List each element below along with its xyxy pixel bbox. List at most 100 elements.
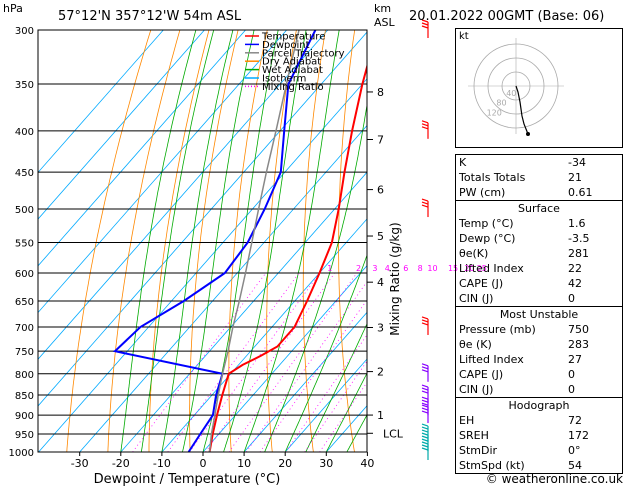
surface-title: Surface (518, 202, 560, 215)
wet-adiabat-line (264, 102, 367, 452)
hodograph-end-point (526, 132, 530, 136)
surface-key: Lifted Index (459, 262, 524, 275)
surface-row: Temp (°C) 1.6 (456, 216, 622, 231)
most-unstable-section: Most Unstable Pressure (mb) 750 θe (K) 283 L… (456, 306, 622, 397)
surface-value: 42 (568, 277, 582, 290)
hodograph-index-key: StmDir (459, 444, 498, 457)
legend-entry: Wet Adiabat (262, 65, 323, 76)
dry-adiabat-line (406, 30, 437, 452)
hodograph-title: Hodograph (508, 399, 570, 412)
hodograph-frame (455, 28, 623, 148)
hodograph-index-key: StmSpd (kt) (459, 459, 525, 472)
datetime-title: 20.01.2022 00GMT (Base: 06) (409, 9, 604, 24)
indices-table: K -34 Totals Totals 21 PW (cm) 0.61 Surface T… (455, 154, 623, 474)
pressure-tick-label: 600 (15, 269, 34, 280)
surface-value: 0 (568, 292, 575, 305)
mixing-ratio-label: 1 (327, 264, 332, 273)
isotherm-line (120, 171, 367, 452)
x-tick-label: 40 (360, 457, 374, 470)
most-unstable-key: CIN (J) (459, 383, 494, 396)
surface-key: Dewp (°C) (459, 232, 516, 245)
surface-value: 1.6 (568, 217, 586, 230)
mixing-ratio-label: 10 (427, 264, 437, 273)
mixing-ratio-label: 15 (448, 264, 458, 273)
most-unstable-value: 0 (568, 368, 575, 381)
most-unstable-key: θe (K) (459, 338, 492, 351)
legend-entry: Mixing Ratio (262, 82, 324, 93)
x-axis-label: Dewpoint / Temperature (°C) (94, 472, 281, 486)
hodograph-index-key: EH (459, 414, 475, 427)
x-tick-label: 30 (319, 457, 333, 470)
km-tick-label: 5 (377, 230, 384, 243)
km-tick-label: LCL (383, 427, 404, 440)
most-unstable-value: 0 (568, 383, 575, 396)
km-tick-label: 3 (377, 321, 384, 334)
hodograph-index-value: 172 (568, 429, 589, 442)
pressure-tick-label: 450 (15, 168, 34, 179)
dry-adiabat-line (66, 30, 152, 452)
pressure-tick-label: 500 (15, 205, 34, 216)
surface-key: Temp (°C) (459, 217, 514, 230)
pressure-tick-label: 950 (15, 430, 34, 441)
isotherm-line (38, 30, 287, 314)
isotherm-line (38, 30, 246, 267)
index-value: -34 (568, 156, 586, 169)
wind-barb (421, 363, 429, 382)
isotherm-line (284, 358, 367, 452)
surface-key: θe(K) (459, 247, 489, 260)
most-unstable-value: 750 (568, 323, 589, 336)
surface-row: θe(K) 281 (456, 246, 622, 261)
isotherm-line (202, 265, 367, 452)
isotherm-line (38, 30, 164, 174)
hodograph-index-row: SREH 172 (456, 428, 622, 443)
most-unstable-row: CIN (J) 0 (456, 382, 622, 397)
hpa-label: hPa (3, 2, 23, 15)
mixing-ratio-label: 2 (356, 264, 361, 273)
hodograph-index-value: 72 (568, 414, 582, 427)
surface-row: Lifted Index 22 (456, 261, 622, 276)
most-unstable-row: Pressure (mb) 750 (456, 322, 622, 337)
mixing-ratio-label: 8 (418, 264, 423, 273)
isotherm-line (38, 78, 367, 452)
x-tick-label: -20 (112, 457, 130, 470)
legend-entry: Isotherm (262, 74, 306, 85)
most-unstable-key: Lifted Index (459, 353, 524, 366)
parcel-trajectory-curve (208, 30, 300, 452)
most-unstable-key: CAPE (J) (459, 368, 504, 381)
surface-key: CIN (J) (459, 292, 494, 305)
most-unstable-row: Lifted Index 27 (456, 352, 622, 367)
index-key: PW (cm) (459, 186, 506, 199)
pressure-tick-label: 400 (15, 127, 34, 138)
km-tick-label: 1 (377, 409, 384, 422)
km-tick-label: 7 (377, 133, 384, 146)
hodograph-index-value: 0° (568, 444, 581, 457)
x-tick-label: 0 (200, 457, 207, 470)
dewpoint-curve (112, 30, 317, 452)
wet-adiabat-line (305, 322, 367, 452)
index-value: 0.61 (568, 186, 593, 199)
temperature-curve (208, 63, 367, 452)
surface-section: Surface Temp (°C) 1.6 Dewp (°C) -3.5 θe(K) 28… (456, 200, 622, 306)
x-tick-label: -30 (71, 457, 89, 470)
x-tick-label: -10 (153, 457, 171, 470)
isotherm-line (38, 30, 329, 360)
hodograph-ring-label: 80 (496, 99, 506, 108)
wind-barb (421, 441, 429, 460)
hodograph-index-row: EH 72 (456, 413, 622, 428)
pressure-tick-label: 550 (15, 238, 34, 249)
plot-frame (37, 29, 368, 453)
km-label: km (374, 2, 391, 15)
pressure-tick-label: 850 (15, 391, 34, 402)
hodograph-unit-label: kt (459, 31, 469, 42)
pressure-tick-label: 650 (15, 297, 34, 308)
most-unstable-key: Pressure (mb) (459, 323, 536, 336)
mixing-ratio-label: 3 (372, 264, 377, 273)
index-row: PW (cm) 0.61 (456, 185, 622, 200)
wind-barb (421, 120, 429, 139)
hodograph-section: Hodograph EH 72 SREH 172 StmDir 0° StmSpd (kt)… (456, 397, 622, 473)
km-tick-label: 2 (377, 366, 384, 379)
mixing-ratio-label: 6 (403, 264, 408, 273)
mixing-ratio-axis-label: Mixing Ratio (g/kg) (388, 222, 402, 335)
